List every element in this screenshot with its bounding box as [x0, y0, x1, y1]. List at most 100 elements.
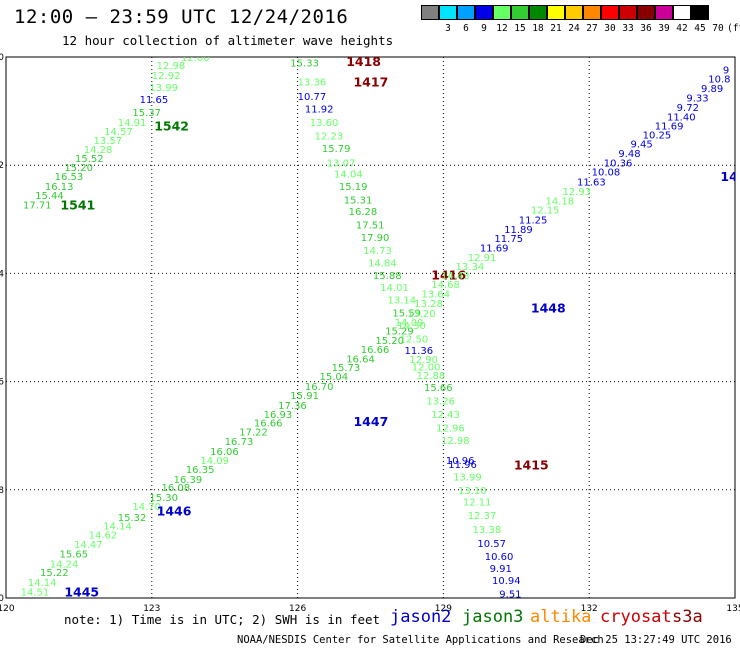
wave-height-value: 12.11	[463, 498, 492, 509]
footer-credit: NOAA/NESDIS Center for Satellite Applica…	[237, 634, 604, 646]
wave-height-value: 13.99	[453, 472, 482, 483]
wave-height-value: 15.29	[385, 327, 414, 338]
wave-height-value: 12.00	[181, 53, 210, 64]
pass-time-label: 1447	[353, 414, 388, 429]
wave-height-value: 14.09	[200, 456, 229, 467]
y-tick-label: -50	[0, 53, 4, 63]
wave-height-value: 16.53	[55, 172, 84, 183]
y-tick-label: -54	[0, 269, 4, 279]
wave-height-value: 12.00	[412, 362, 441, 373]
legend-label: 6	[463, 23, 469, 34]
pass-time-label: 1449	[720, 169, 740, 184]
wave-height-value: 16.35	[186, 465, 215, 476]
wave-height-value: 17.71	[23, 201, 52, 212]
wave-height-value: 15.66	[424, 383, 453, 394]
wave-height-value: 14.18	[545, 196, 574, 207]
wave-height-value: 16.70	[305, 382, 334, 393]
wave-height-value: 15.73	[332, 363, 361, 374]
wave-height-value: 11.40	[667, 113, 696, 124]
pass-time-label: 1416	[431, 267, 466, 282]
legend-swatch	[529, 5, 547, 20]
legend-label: 45	[694, 23, 706, 34]
wave-height-value: 17.51	[356, 221, 385, 232]
wave-height-value: 14.24	[50, 559, 79, 570]
wave-height-value: 12.92	[152, 71, 181, 82]
legend-label: 21	[550, 23, 562, 34]
wave-height-value: 9.45	[631, 140, 653, 151]
legend-label: 39	[658, 23, 670, 34]
wave-height-value: 9.48	[618, 149, 640, 160]
wave-height-value: 13.57	[93, 136, 122, 147]
wave-height-value: 12.90	[409, 355, 438, 366]
wave-height-value: 16.66	[361, 345, 390, 356]
chart-subtitle: 12 hour collection of altimeter wave hei…	[62, 33, 394, 48]
pass-time-label: 1541	[60, 198, 95, 213]
wave-height-value: 17.36	[278, 401, 307, 412]
wave-height-value: 10.96	[446, 456, 475, 467]
footer-note: note: 1) Time is in UTC; 2) SWH is in fe…	[64, 612, 381, 627]
legend-swatch	[619, 5, 637, 20]
wave-height-value: 13.14	[388, 295, 417, 306]
x-tick-label: 120	[0, 604, 15, 614]
wave-height-value: 16.73	[225, 437, 254, 448]
legend-swatch	[583, 5, 601, 20]
wave-height-value: 17.90	[361, 233, 390, 244]
wave-height-value: 14.84	[368, 259, 397, 270]
legend-swatch	[547, 5, 565, 20]
wave-height-value: 12.91	[468, 253, 497, 264]
wave-height-value: 15.65	[59, 550, 88, 561]
x-tick-label: 126	[289, 604, 306, 614]
wave-height-value: 9.89	[701, 84, 723, 95]
wave-height-value: 12.50	[400, 334, 429, 345]
pass-time-label: 1445	[64, 585, 99, 600]
legend-label: 27	[586, 23, 598, 34]
wave-height-value: 11.96	[448, 460, 477, 471]
wave-height-value: 16.06	[210, 447, 239, 458]
legend-cryosat: cryosat	[600, 607, 672, 627]
legend-label: 33	[622, 23, 634, 34]
wave-height-value: 13.20	[407, 309, 436, 320]
wave-height-value: 15.22	[40, 568, 69, 579]
wave-height-value: 14.43	[441, 271, 470, 282]
legend-label: 70	[712, 23, 724, 34]
wave-height-value: 12.43	[431, 410, 460, 421]
legend-swatch	[421, 5, 439, 20]
wave-height-value: 14.70	[132, 502, 161, 513]
legend-label: 15	[514, 23, 526, 34]
legend-swatch	[493, 5, 511, 20]
legend-swatch	[565, 5, 583, 20]
wave-height-value: 16.13	[45, 182, 74, 193]
wave-height-value: 12.93	[562, 187, 591, 198]
wave-height-value: 16.64	[346, 354, 375, 365]
y-tick-label: -58	[0, 486, 4, 496]
wave-height-value: 15.20	[375, 336, 404, 347]
legend-label: 36	[640, 23, 652, 34]
plot-frame	[5, 56, 736, 599]
wave-height-value: 14.14	[103, 522, 132, 533]
legend-label: 18	[532, 23, 544, 34]
legend-altika: altika	[530, 607, 592, 627]
wave-height-value: 14.73	[363, 246, 392, 257]
legend-label: 12	[496, 23, 508, 34]
legend-s3a: s3a	[672, 607, 703, 627]
x-tick-label: 132	[581, 604, 598, 614]
wave-height-value: 15.04	[319, 372, 348, 383]
wave-height-value: 9.91	[490, 564, 512, 575]
wave-height-value: 10.60	[485, 552, 514, 563]
wave-height-value: 16.08	[162, 483, 191, 494]
legend-swatch	[475, 5, 493, 20]
wave-height-value: 12.98	[157, 61, 186, 72]
wave-height-value: 15.91	[290, 391, 319, 402]
wave-height-value: 10.25	[643, 130, 672, 141]
wave-height-value: 13.26	[426, 397, 455, 408]
chart-title: 12:00 – 23:59 UTC 12/24/2016	[14, 6, 349, 28]
wave-height-value: 12.37	[468, 511, 497, 522]
wave-height-value: 14.09	[395, 318, 424, 329]
y-tick-label: -52	[0, 161, 4, 171]
pass-time-label: 1542	[154, 119, 189, 134]
wave-height-value: 10.94	[492, 576, 521, 587]
legend-label: 9	[481, 23, 487, 34]
legend-unit: (ft)	[727, 23, 740, 34]
legend-swatch	[691, 5, 709, 20]
